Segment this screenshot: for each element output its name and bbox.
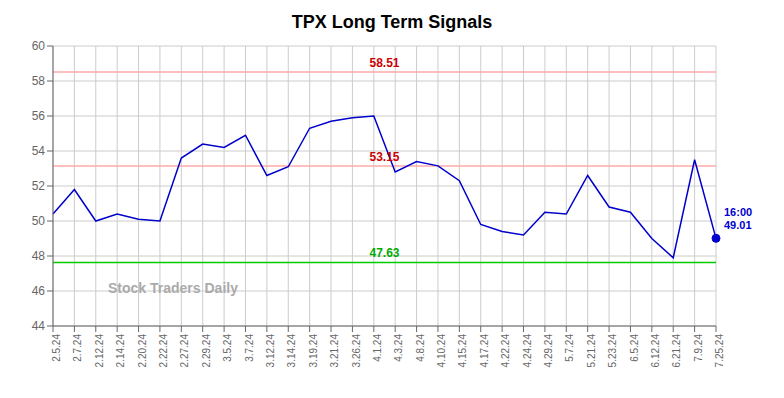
svg-text:52: 52 — [32, 179, 46, 193]
svg-text:4.1.24: 4.1.24 — [372, 334, 383, 362]
svg-text:7.9.24: 7.9.24 — [693, 334, 704, 362]
svg-text:2.27.24: 2.27.24 — [179, 334, 190, 368]
svg-text:44: 44 — [32, 319, 46, 333]
svg-text:48: 48 — [32, 249, 46, 263]
svg-text:58: 58 — [32, 74, 46, 88]
svg-text:6.12.24: 6.12.24 — [650, 334, 661, 368]
svg-text:47.63: 47.63 — [369, 246, 399, 260]
svg-text:2.29.24: 2.29.24 — [201, 334, 212, 368]
svg-text:60: 60 — [32, 39, 46, 53]
svg-text:50: 50 — [32, 214, 46, 228]
svg-text:4.10.24: 4.10.24 — [436, 334, 447, 368]
svg-text:6.5.24: 6.5.24 — [629, 334, 640, 362]
svg-text:4.24.24: 4.24.24 — [522, 334, 533, 368]
svg-text:3.19.24: 3.19.24 — [308, 334, 319, 368]
svg-text:2.7.24: 2.7.24 — [72, 334, 83, 362]
svg-text:4.22.24: 4.22.24 — [500, 334, 511, 368]
svg-text:2.12.24: 2.12.24 — [94, 334, 105, 368]
svg-text:6.21.24: 6.21.24 — [671, 334, 682, 368]
svg-text:16:0049.01: 16:0049.01 — [724, 206, 752, 231]
svg-text:5.23.24: 5.23.24 — [607, 334, 618, 368]
svg-text:4.8.24: 4.8.24 — [415, 334, 426, 362]
svg-text:54: 54 — [32, 144, 46, 158]
svg-text:46: 46 — [32, 284, 46, 298]
svg-text:2.5.24: 2.5.24 — [51, 334, 62, 362]
svg-text:3.5.24: 3.5.24 — [222, 334, 233, 362]
svg-text:4.3.24: 4.3.24 — [393, 334, 404, 362]
svg-text:4.29.24: 4.29.24 — [543, 334, 554, 368]
svg-text:4.15.24: 4.15.24 — [457, 334, 468, 368]
svg-text:2.14.24: 2.14.24 — [115, 334, 126, 368]
svg-text:3.21.24: 3.21.24 — [329, 334, 340, 368]
svg-text:3.26.24: 3.26.24 — [351, 334, 362, 368]
svg-text:2.20.24: 2.20.24 — [137, 334, 148, 368]
html-text:Stock Traders Daily: Stock Traders Daily — [108, 280, 238, 296]
svg-text:5.7.24: 5.7.24 — [564, 334, 575, 362]
html-text:TPX Long Term Signals: TPX Long Term Signals — [291, 12, 493, 32]
svg-text:3.12.24: 3.12.24 — [265, 334, 276, 368]
svg-text:53.15: 53.15 — [369, 150, 399, 164]
svg-text:5.21.24: 5.21.24 — [586, 334, 597, 368]
svg-text:58.51: 58.51 — [369, 56, 399, 70]
svg-text:2.22.24: 2.22.24 — [158, 334, 169, 368]
svg-text:7.25.24: 7.25.24 — [714, 334, 725, 368]
svg-text:4.17.24: 4.17.24 — [479, 334, 490, 368]
svg-text:3.7.24: 3.7.24 — [244, 334, 255, 362]
svg-text:56: 56 — [32, 109, 46, 123]
svg-text:3.14.24: 3.14.24 — [286, 334, 297, 368]
